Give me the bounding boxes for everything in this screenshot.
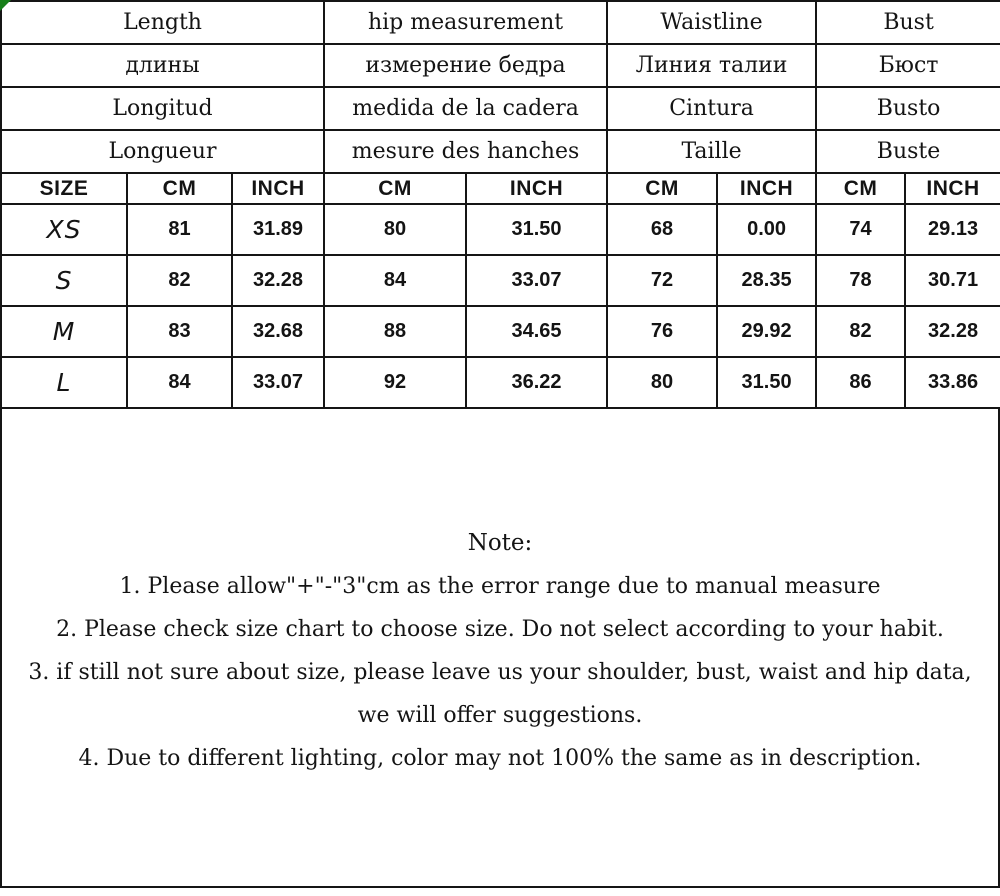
- value-cell: 0.00: [716, 203, 818, 256]
- value-cell: 31.50: [716, 356, 818, 409]
- header-hip-en: hip measurement: [323, 0, 609, 45]
- value-cell: 78: [815, 254, 907, 307]
- value-cell: 83: [126, 305, 233, 358]
- value-cell: 36.22: [465, 356, 609, 409]
- header-length-fr: Longueur: [0, 129, 326, 174]
- value-cell: 31.50: [465, 203, 609, 256]
- value-cell: 74: [815, 203, 907, 256]
- header-waist-es: Cintura: [606, 86, 818, 131]
- value-cell: 68: [606, 203, 719, 256]
- value-cell: 81: [126, 203, 233, 256]
- table-row-m: M 83 32.68 88 34.65 76 29.92 82 32.28: [0, 305, 1000, 358]
- value-cell: 86: [815, 356, 907, 409]
- value-cell: 92: [323, 356, 468, 409]
- value-cell: 32.68: [230, 305, 326, 358]
- value-cell: 72: [606, 254, 719, 307]
- size-label-m: M: [0, 305, 128, 358]
- value-cell: 30.71: [904, 254, 1000, 307]
- value-cell: 32.28: [230, 254, 326, 307]
- header-row-spanish: Longitud medida de la cadera Cintura Bus…: [0, 86, 1000, 131]
- unit-cell-length-inch: INCH: [230, 172, 326, 205]
- size-column-header: SIZE: [0, 172, 128, 205]
- note-line-1: 1. Please allow"+"-"3"cm as the error ra…: [119, 574, 881, 599]
- header-length-es: Longitud: [0, 86, 326, 131]
- value-cell: 82: [126, 254, 233, 307]
- value-cell: 34.65: [465, 305, 609, 358]
- header-hip-fr: mesure des hanches: [323, 129, 609, 174]
- header-hip-ru: измерение бедра: [323, 43, 609, 88]
- note-line-3: 3. if still not sure about size, please …: [28, 660, 972, 728]
- size-label-l: L: [0, 356, 128, 409]
- header-bust-es: Busto: [815, 86, 1000, 131]
- value-cell: 84: [323, 254, 468, 307]
- header-row-french: Longueur mesure des hanches Taille Buste: [0, 129, 1000, 174]
- header-hip-es: medida de la cadera: [323, 86, 609, 131]
- header-length-en: Length: [0, 0, 326, 45]
- value-cell: 29.92: [716, 305, 818, 358]
- header-row-english: Length hip measurement Waistline Bust: [0, 0, 1000, 45]
- value-cell: 31.89: [230, 203, 326, 256]
- value-cell: 33.07: [465, 254, 609, 307]
- unit-cell-hip-inch: INCH: [465, 172, 609, 205]
- value-cell: 29.13: [904, 203, 1000, 256]
- unit-cell-hip-cm: CM: [323, 172, 468, 205]
- table-row-xs: XS 81 31.89 80 31.50 68 0.00 74 29.13: [0, 203, 1000, 256]
- value-cell: 32.28: [904, 305, 1000, 358]
- header-bust-ru: Бюст: [815, 43, 1000, 88]
- unit-cell-length-cm: CM: [126, 172, 233, 205]
- table-row-l: L 84 33.07 92 36.22 80 31.50 86 33.86: [0, 356, 1000, 409]
- unit-cell-waist-cm: CM: [606, 172, 719, 205]
- header-row-russian: длины измерение бедра Линия талии Бюст: [0, 43, 1000, 88]
- value-cell: 84: [126, 356, 233, 409]
- value-cell: 33.07: [230, 356, 326, 409]
- unit-header-row: SIZE CM INCH CM INCH CM INCH CM INCH: [0, 172, 1000, 205]
- unit-cell-waist-inch: INCH: [716, 172, 818, 205]
- table-row-s: S 82 32.28 84 33.07 72 28.35 78 30.71: [0, 254, 1000, 307]
- note-line-4: 4. Due to different lighting, color may …: [78, 746, 922, 771]
- value-cell: 82: [815, 305, 907, 358]
- note-section: Note: 1. Please allow"+"-"3"cm as the er…: [0, 407, 1000, 888]
- size-label-s: S: [0, 254, 128, 307]
- value-cell: 28.35: [716, 254, 818, 307]
- value-cell: 80: [323, 203, 468, 256]
- value-cell: 88: [323, 305, 468, 358]
- size-chart-table: Length hip measurement Waistline Bust дл…: [0, 0, 1000, 409]
- unit-cell-bust-cm: CM: [815, 172, 907, 205]
- size-label-xs: XS: [0, 203, 128, 256]
- value-cell: 80: [606, 356, 719, 409]
- header-waist-fr: Taille: [606, 129, 818, 174]
- corner-marker-icon: [0, 0, 11, 11]
- header-length-ru: длины: [0, 43, 326, 88]
- note-line-2: 2. Please check size chart to choose siz…: [56, 617, 944, 642]
- unit-cell-bust-inch: INCH: [904, 172, 1000, 205]
- value-cell: 33.86: [904, 356, 1000, 409]
- header-waist-en: Waistline: [606, 0, 818, 45]
- header-bust-en: Bust: [815, 0, 1000, 45]
- value-cell: 76: [606, 305, 719, 358]
- header-bust-fr: Buste: [815, 129, 1000, 174]
- note-title: Note:: [467, 530, 533, 556]
- header-waist-ru: Линия талии: [606, 43, 818, 88]
